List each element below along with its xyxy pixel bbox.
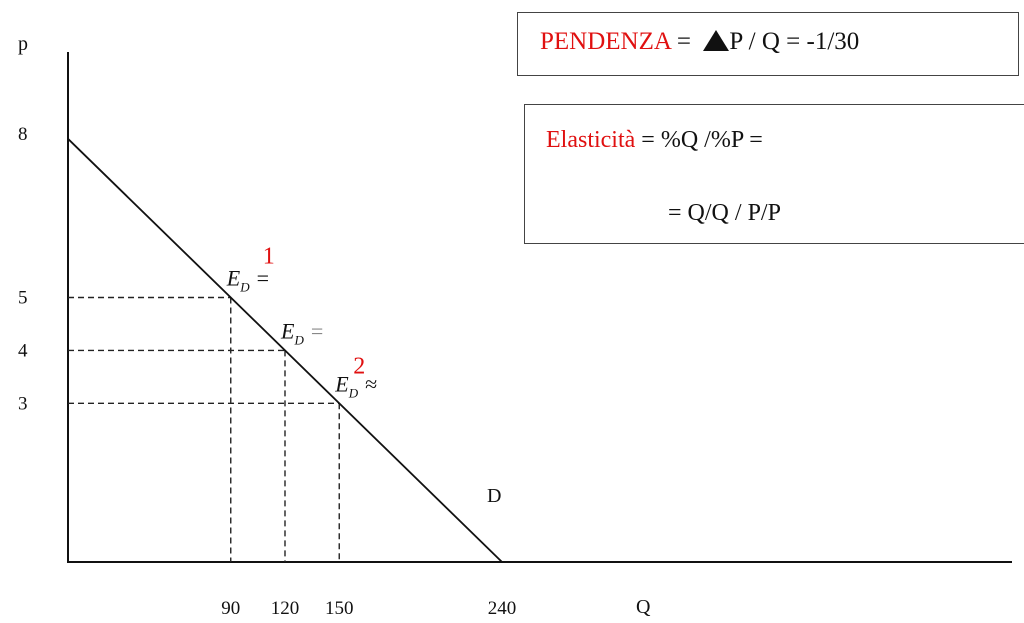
series-label-D: D xyxy=(487,485,501,507)
elasticita-slash: / xyxy=(704,127,711,153)
pendenza-slash: / xyxy=(748,28,756,55)
elasticita-num: %Q xyxy=(660,127,699,153)
x-tick-label: 120 xyxy=(271,598,300,619)
elasticita-equals: = xyxy=(641,127,655,153)
elasticita-line2-den: P/P xyxy=(747,200,781,226)
pendenza-value: = -1/30 xyxy=(786,28,860,55)
x-tick-label: 150 xyxy=(325,598,354,619)
pendenza-num: P xyxy=(729,28,743,55)
y-tick-label: 5 xyxy=(18,288,28,309)
x-tick-label: 90 xyxy=(221,598,240,619)
pendenza-label: PENDENZA xyxy=(540,28,671,55)
x-tick-label: 240 xyxy=(488,598,517,619)
y-axis-label: p xyxy=(18,33,28,55)
pendenza-equals: = xyxy=(676,28,691,55)
elasticita-line-2: = Q/Q / P/P xyxy=(668,200,781,227)
y-tick-label: 8 xyxy=(18,124,28,145)
delta-icon xyxy=(703,30,730,51)
demand-curve xyxy=(67,138,503,563)
elasticita-label: Elasticità xyxy=(546,127,636,153)
pendenza-formula: PENDENZA = P / Q = -1/30 xyxy=(540,28,859,56)
pendenza-den: Q xyxy=(761,28,780,55)
point-label: ED ≈ xyxy=(334,371,377,400)
y-tick-label: 4 xyxy=(18,340,28,361)
point-number-label: 1 xyxy=(263,244,275,270)
elasticita-line2-slash: / xyxy=(734,200,742,226)
elasticita-box: Elasticità = %Q /%P = = Q/Q / P/P xyxy=(524,104,1024,244)
x-axis-label: Q xyxy=(636,596,651,618)
elasticita-line2-equals: = xyxy=(668,200,682,226)
elasticita-line2-num: Q/Q xyxy=(687,200,729,226)
pendenza-box: PENDENZA = P / Q = -1/30 xyxy=(517,12,1019,76)
elasticita-den: %P = xyxy=(710,127,763,153)
point-label: ED = xyxy=(226,266,269,295)
point-label: ED = xyxy=(280,318,323,347)
point-number-label: 2 xyxy=(353,353,365,379)
y-tick-label: 3 xyxy=(18,393,28,414)
elasticita-line-1: Elasticità = %Q /%P = xyxy=(546,127,763,154)
